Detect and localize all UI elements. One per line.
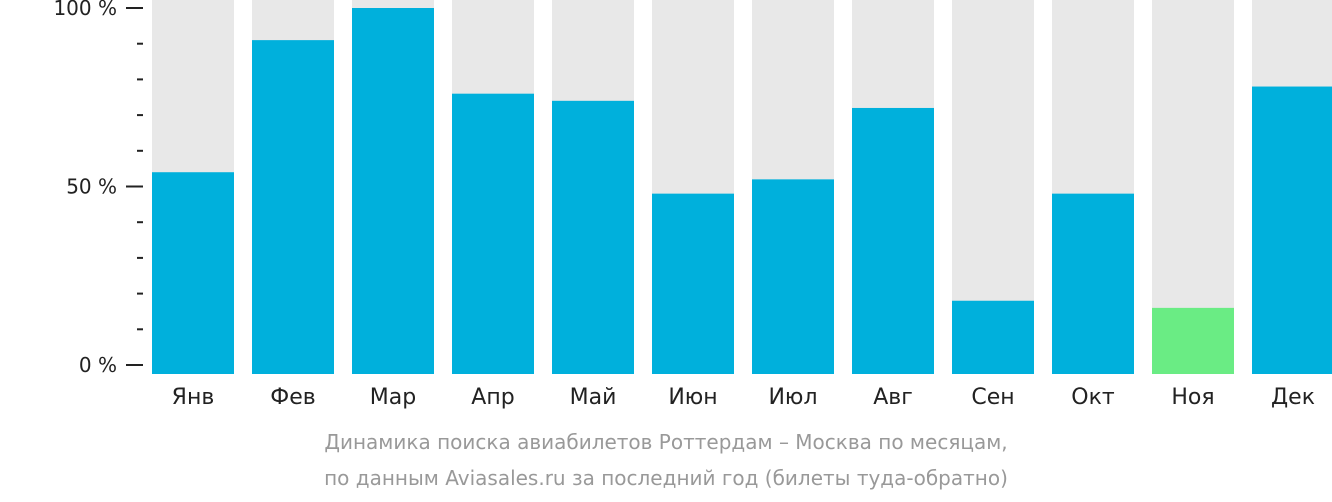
x-tick-label: Июл: [768, 385, 817, 410]
x-tick-label: Окт: [1071, 385, 1115, 410]
bar: [1152, 307, 1234, 374]
x-tick-label: Дек: [1271, 385, 1315, 410]
bars: [152, 0, 1332, 375]
y-axis: 100 % 50 % 0 %: [53, 0, 143, 377]
x-tick-label: Мар: [370, 385, 416, 410]
x-tick-label: Ноя: [1171, 385, 1214, 410]
bar: [952, 300, 1034, 374]
bar: [352, 8, 434, 374]
x-tick-label: Авг: [873, 385, 913, 410]
bar-chart: 100 % 50 % 0 % Янв Фев Мар Апр Май Июн Июл Авг Сен…: [53, 0, 1332, 410]
bar: [1052, 193, 1134, 374]
bar: [1252, 86, 1332, 374]
y-tick-label: 0 %: [79, 353, 117, 377]
x-tick-label: Июн: [668, 385, 717, 410]
x-tick-label: Янв: [172, 385, 215, 410]
y-tick-label: 100 %: [53, 0, 117, 20]
x-tick-label: Сен: [971, 385, 1014, 410]
x-tick-label: Апр: [471, 385, 514, 410]
chart-caption-line-1: Динамика поиска авиабилетов Роттердам – …: [324, 430, 1008, 454]
bar: [452, 93, 534, 375]
bar: [652, 193, 734, 374]
x-tick-label: Май: [570, 385, 617, 410]
y-tick-label: 50 %: [66, 175, 117, 199]
x-axis: Янв Фев Мар Апр Май Июн Июл Авг Сен Окт Ноя Дек: [172, 385, 1315, 410]
bar: [152, 172, 234, 374]
bar: [852, 107, 934, 375]
bar: [252, 40, 334, 374]
chart-caption-line-2: по данным Aviasales.ru за последний год …: [324, 466, 1008, 490]
bar: [752, 179, 834, 374]
bar: [552, 100, 634, 374]
x-tick-label: Фев: [270, 385, 315, 410]
